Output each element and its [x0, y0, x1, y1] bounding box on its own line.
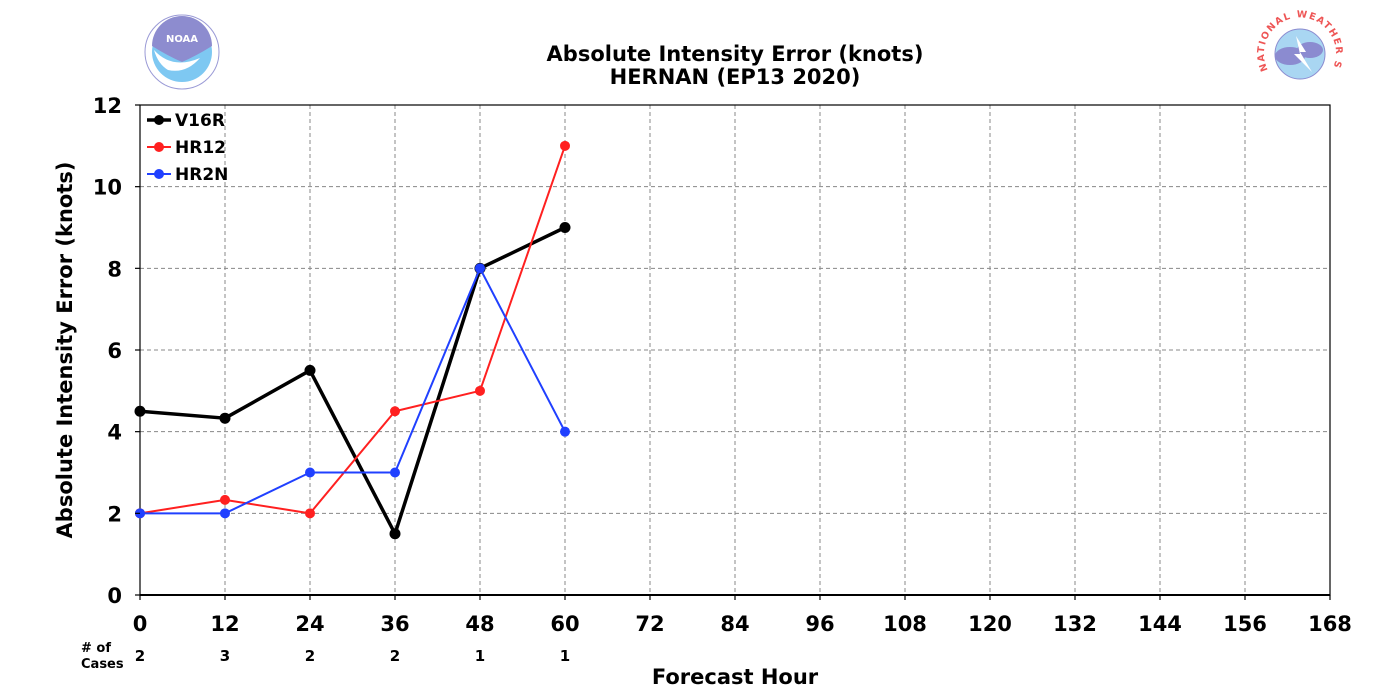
x-tick-label: 48 [465, 612, 494, 636]
x-tick-label: 144 [1138, 612, 1182, 636]
y-tick-label: 8 [107, 257, 122, 281]
series-line-hr12 [139, 145, 566, 515]
data-point-v16r [304, 364, 316, 376]
legend-label-hr12: HR12 [175, 138, 226, 158]
case-count: 2 [305, 647, 315, 665]
case-count: 1 [560, 647, 570, 665]
grid-lines [140, 105, 1330, 595]
legend-marker-hr2n [154, 169, 164, 179]
data-point-hr2n [560, 426, 570, 437]
series-line-hr2n [140, 267, 566, 515]
y-tick-label: 10 [93, 176, 122, 200]
x-tick-label: 108 [883, 612, 927, 636]
cases-label: # of Cases [81, 641, 124, 672]
cases-row: 2 3 2 2 1 1 [135, 647, 570, 665]
legend-label-hr2n: HR2N [175, 165, 228, 185]
x-tick-label: 60 [550, 612, 579, 636]
y-tick-label: 6 [107, 339, 122, 363]
x-tick-label: 36 [380, 612, 409, 636]
data-point-hr12 [390, 406, 400, 417]
y-tick-label: 2 [107, 502, 122, 526]
y-tick-label: 4 [107, 421, 122, 445]
data-point-hr12 [220, 494, 230, 505]
x-tick-label: 12 [210, 612, 239, 636]
x-tick-label: 156 [1223, 612, 1267, 636]
chart-subtitle: HERNAN (EP13 2020) [610, 65, 861, 89]
x-tick-label: 0 [133, 612, 148, 636]
legend-label-v16r: V16R [175, 111, 225, 131]
cases-label-line-2: Cases [81, 657, 124, 672]
y-tick-label: 0 [107, 584, 122, 608]
data-point-hr2n [390, 467, 400, 478]
x-tick-label: 120 [968, 612, 1012, 636]
case-count: 1 [475, 647, 485, 665]
data-point-v16r [219, 412, 231, 424]
x-tick-labels: 0 12 24 36 48 60 72 84 96 108 120 132 144 156 168 [133, 595, 1352, 636]
data-point-hr12 [475, 385, 485, 396]
y-tick-label: 12 [93, 94, 122, 118]
x-tick-label: 132 [1053, 612, 1097, 636]
legend: V16R HR12 HR2N [147, 111, 228, 185]
data-point-hr2n [305, 467, 315, 478]
data-point-v16r [134, 405, 146, 417]
legend-marker-hr12 [154, 142, 164, 152]
data-point-v16r [559, 222, 571, 233]
cases-label-line-1: # of [81, 641, 111, 656]
x-tick-label: 84 [720, 612, 749, 636]
series-layer [134, 140, 571, 540]
x-tick-label: 72 [635, 612, 664, 636]
noaa-logo-icon: NOAA [144, 14, 220, 90]
case-count: 2 [135, 647, 145, 665]
data-point-v16r [389, 528, 401, 540]
series-line-v16r [139, 225, 566, 536]
x-tick-label: 24 [295, 612, 324, 636]
data-point-hr2n [475, 263, 485, 274]
y-tick-labels: 0 2 4 6 8 10 12 [93, 94, 140, 608]
data-point-hr12 [305, 508, 315, 519]
chart-title: Absolute Intensity Error (knots) [547, 42, 924, 66]
y-axis-label: Absolute Intensity Error (knots) [53, 162, 77, 539]
x-tick-label: 168 [1308, 612, 1352, 636]
x-axis-label: Forecast Hour [652, 665, 819, 689]
data-point-hr2n [220, 508, 230, 519]
data-point-hr12 [560, 140, 570, 151]
case-count: 3 [220, 647, 230, 665]
noaa-logo-text: NOAA [166, 34, 198, 45]
case-count: 2 [390, 647, 400, 665]
legend-marker-v16r [154, 115, 164, 125]
x-tick-label: 96 [805, 612, 834, 636]
